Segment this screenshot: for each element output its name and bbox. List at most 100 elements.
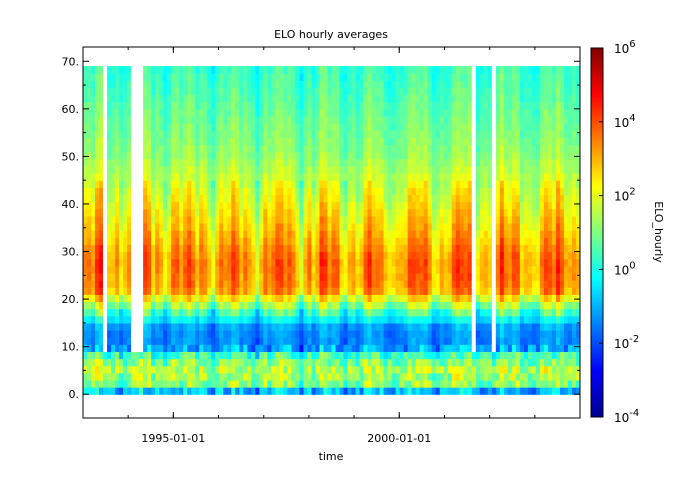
- heatmap-cell: [131, 265, 136, 274]
- heatmap-cell: [147, 301, 152, 310]
- heatmap-cell: [311, 230, 317, 238]
- heatmap-cell: [375, 73, 381, 81]
- heatmap-cell: [111, 130, 116, 138]
- heatmap-cell: [419, 365, 425, 374]
- heatmap-cell: [135, 151, 140, 160]
- heatmap-cell: [91, 265, 96, 274]
- heatmap-cell: [175, 87, 180, 96]
- heatmap-cell: [399, 372, 405, 381]
- heatmap-cell: [183, 215, 188, 224]
- heatmap-cell: [195, 372, 200, 381]
- heatmap-cell: [127, 101, 132, 110]
- heatmap-cell: [423, 344, 429, 353]
- heatmap-cell: [167, 115, 172, 124]
- heatmap-cell: [195, 379, 200, 388]
- heatmap-cell: [367, 258, 373, 267]
- heatmap-cell: [443, 180, 449, 188]
- heatmap-cell: [335, 215, 341, 224]
- heatmap-cell: [203, 73, 208, 81]
- heatmap-cell: [199, 158, 204, 167]
- heatmap-cell: [139, 365, 144, 374]
- heatmap-cell: [423, 308, 429, 317]
- heatmap-cell: [191, 108, 196, 117]
- heatmap-cell: [479, 208, 485, 217]
- heatmap-cell: [267, 322, 272, 331]
- heatmap-cell: [279, 101, 285, 110]
- heatmap-cell: [287, 294, 293, 303]
- heatmap-cell: [203, 222, 208, 231]
- heatmap-cell: [471, 379, 477, 388]
- heatmap-cell: [179, 208, 184, 217]
- heatmap-cell: [207, 101, 212, 110]
- heatmap-cell: [443, 387, 449, 395]
- heatmap-cell: [187, 237, 192, 245]
- heatmap-cell: [379, 272, 385, 281]
- heatmap-cell: [191, 215, 196, 224]
- heatmap-cell: [439, 144, 445, 153]
- heatmap-cell: [99, 201, 104, 210]
- heatmap-cell: [335, 208, 341, 217]
- heatmap-cell: [311, 151, 317, 160]
- heatmap-cell: [259, 187, 264, 196]
- heatmap-cell: [327, 258, 333, 267]
- heatmap-cell: [379, 222, 385, 231]
- heatmap-cell: [207, 108, 212, 117]
- heatmap-cell: [151, 251, 156, 260]
- heatmap-cell: [163, 80, 168, 89]
- heatmap-cell: [387, 108, 393, 117]
- heatmap-cell: [179, 215, 184, 224]
- heatmap-cell: [287, 344, 293, 353]
- heatmap-cell: [283, 173, 289, 181]
- heatmap-cell: [347, 251, 353, 260]
- heatmap-cell: [155, 301, 160, 310]
- heatmap-cell: [211, 215, 216, 224]
- heatmap-cell: [507, 330, 513, 338]
- heatmap-cell: [207, 365, 212, 374]
- heatmap-cell: [271, 272, 276, 281]
- heatmap-cell: [143, 351, 148, 360]
- heatmap-cell: [463, 187, 469, 196]
- heatmap-cell: [275, 115, 280, 124]
- heatmap-cell: [215, 379, 220, 388]
- heatmap-cell: [515, 287, 521, 295]
- heatmap-cell: [383, 294, 389, 303]
- heatmap-cell: [327, 66, 333, 74]
- heatmap-cell: [515, 351, 521, 360]
- heatmap-cell: [475, 73, 481, 81]
- heatmap-cell: [255, 215, 260, 224]
- heatmap-cell: [435, 94, 441, 103]
- heatmap-cell: [111, 280, 116, 288]
- heatmap-cell: [311, 344, 317, 353]
- heatmap-cell: [367, 322, 373, 331]
- heatmap-cell: [391, 208, 397, 217]
- heatmap-cell: [299, 379, 305, 388]
- heatmap-cell: [499, 144, 505, 153]
- heatmap-cell: [127, 330, 132, 338]
- heatmap-cell: [511, 330, 517, 338]
- heatmap-cell: [95, 322, 100, 331]
- heatmap-cell: [439, 308, 445, 317]
- heatmap-cell: [371, 280, 377, 288]
- heatmap-cell: [439, 151, 445, 160]
- heatmap-cell: [327, 337, 333, 345]
- heatmap-cell: [95, 194, 100, 203]
- heatmap-cell: [207, 272, 212, 281]
- heatmap-cell: [143, 244, 148, 253]
- heatmap-cell: [471, 66, 477, 74]
- heatmap-cell: [391, 372, 397, 381]
- heatmap-cell: [487, 294, 493, 303]
- heatmap-cell: [163, 379, 168, 388]
- heatmap-cell: [103, 115, 108, 124]
- heatmap-cell: [495, 251, 501, 260]
- heatmap-cell: [83, 151, 88, 160]
- heatmap-cell: [159, 130, 164, 138]
- heatmap-cell: [431, 337, 437, 345]
- heatmap-cell: [367, 194, 373, 203]
- heatmap-cell: [367, 301, 373, 310]
- heatmap-cell: [379, 351, 385, 360]
- heatmap-cell: [215, 315, 220, 324]
- heatmap-cell: [475, 80, 481, 89]
- heatmap-cell: [339, 372, 345, 381]
- heatmap-cell: [419, 294, 425, 303]
- heatmap-cell: [371, 151, 377, 160]
